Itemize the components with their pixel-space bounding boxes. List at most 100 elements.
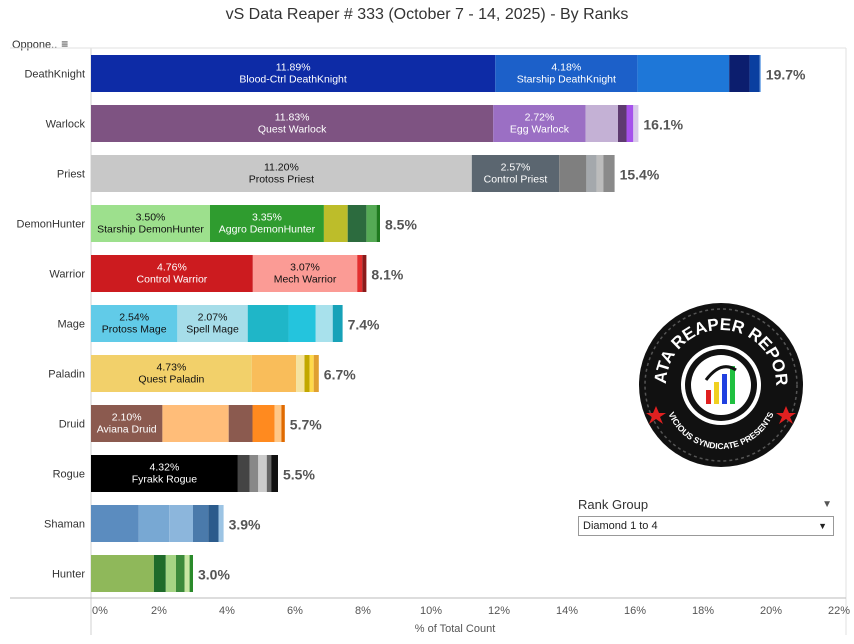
- filter-menu-caret-icon[interactable]: ▼: [822, 499, 832, 510]
- bar-segment[interactable]: [162, 405, 229, 442]
- segment-value-label: 2.57%: [501, 162, 531, 174]
- segment-value-label: 2.07%: [198, 312, 228, 324]
- class-label: Warrior: [49, 269, 85, 281]
- bar-segment[interactable]: [362, 255, 367, 292]
- class-label: DeathKnight: [24, 69, 85, 81]
- bar-segment[interactable]: [91, 205, 210, 242]
- segment-archetype-label: Aviana Druid: [97, 424, 157, 436]
- class-total-label: 8.5%: [385, 217, 417, 233]
- class-total-label: 19.7%: [766, 67, 806, 83]
- bar-segment[interactable]: [626, 105, 634, 142]
- class-total-label: 15.4%: [620, 167, 660, 183]
- bar-segment[interactable]: [165, 555, 176, 592]
- bar-segment[interactable]: [637, 55, 730, 92]
- bar-segment[interactable]: [91, 55, 496, 92]
- bar-segment[interactable]: [749, 55, 760, 92]
- class-label: Warlock: [46, 119, 86, 131]
- bar-segment[interactable]: [347, 205, 367, 242]
- bar-segment[interactable]: [274, 405, 282, 442]
- bar-segment[interactable]: [247, 305, 289, 342]
- x-tick-label: 22%: [828, 605, 850, 617]
- bar-segment[interactable]: [585, 105, 618, 142]
- bar-segment[interactable]: [759, 55, 761, 92]
- bar-segment[interactable]: [258, 455, 267, 492]
- segment-value-label: 2.54%: [119, 312, 149, 324]
- bar-segment[interactable]: [266, 455, 272, 492]
- bar-segment[interactable]: [252, 255, 358, 292]
- segment-archetype-label: Blood-Ctrl DeathKnight: [239, 74, 346, 86]
- bar-segment[interactable]: [184, 555, 190, 592]
- x-tick-label: 0%: [92, 605, 108, 617]
- class-label: DemonHunter: [17, 219, 86, 231]
- class-label: Priest: [57, 169, 85, 181]
- chart-title: vS Data Reaper # 333 (October 7 - 14, 20…: [225, 6, 629, 23]
- x-tick-label: 4%: [219, 605, 235, 617]
- bar-segment[interactable]: [603, 155, 615, 192]
- bar-segment[interactable]: [493, 105, 586, 142]
- bar-segment[interactable]: [252, 405, 275, 442]
- bar-segment[interactable]: [91, 155, 472, 192]
- bar-segment[interactable]: [332, 305, 343, 342]
- bar-segment[interactable]: [218, 505, 224, 542]
- bar-segment[interactable]: [91, 105, 494, 142]
- bar-segment[interactable]: [323, 205, 348, 242]
- bar-segment[interactable]: [169, 505, 193, 542]
- class-total-label: 3.0%: [198, 567, 230, 583]
- bar-segment[interactable]: [228, 405, 253, 442]
- bar-segment[interactable]: [208, 505, 219, 542]
- bar-segment[interactable]: [366, 205, 377, 242]
- bar-segment[interactable]: [176, 555, 185, 592]
- x-tick-label: 16%: [624, 605, 646, 617]
- bar-segment[interactable]: [91, 505, 139, 542]
- bar-segment[interactable]: [271, 455, 278, 492]
- bar-segment[interactable]: [91, 305, 178, 342]
- bar-segment[interactable]: [153, 555, 166, 592]
- bar-segment[interactable]: [304, 355, 310, 392]
- bar-segment[interactable]: [91, 455, 238, 492]
- bar-segment[interactable]: [251, 355, 297, 392]
- bar-segment[interactable]: [281, 405, 285, 442]
- segment-archetype-label: Egg Warlock: [510, 124, 570, 136]
- bar-segment[interactable]: [559, 155, 587, 192]
- bar-segment[interactable]: [586, 155, 597, 192]
- class-label: Hunter: [52, 569, 85, 581]
- bar-segment[interactable]: [249, 455, 259, 492]
- x-tick-label: 2%: [151, 605, 167, 617]
- rank-group-label: Rank Group: [578, 497, 649, 512]
- bar-segment[interactable]: [210, 205, 324, 242]
- bar-segment[interactable]: [376, 205, 380, 242]
- bar-segment[interactable]: [495, 55, 638, 92]
- bar-segment[interactable]: [618, 105, 627, 142]
- bar-segment[interactable]: [91, 405, 163, 442]
- bar-segment[interactable]: [596, 155, 604, 192]
- x-tick-label: 6%: [287, 605, 303, 617]
- segment-archetype-label: Control Warrior: [137, 274, 208, 286]
- bar-segment[interactable]: [315, 305, 333, 342]
- bar-segment[interactable]: [296, 355, 305, 392]
- sort-icon[interactable]: ≡: [61, 37, 69, 51]
- bar-segment[interactable]: [357, 255, 363, 292]
- bar-segment[interactable]: [471, 155, 560, 192]
- bar-segment[interactable]: [91, 355, 252, 392]
- bar-segment[interactable]: [288, 305, 316, 342]
- segment-value-label: 3.07%: [290, 262, 320, 274]
- class-total-label: 3.9%: [229, 517, 261, 533]
- bar-segment[interactable]: [313, 355, 319, 392]
- class-label: Rogue: [53, 469, 85, 481]
- bar-segment[interactable]: [138, 505, 170, 542]
- segment-archetype-label: Starship DeathKnight: [517, 74, 616, 86]
- bar-segment[interactable]: [309, 355, 314, 392]
- segment-archetype-label: Quest Paladin: [138, 374, 204, 386]
- bar-segment[interactable]: [189, 555, 193, 592]
- class-label: Shaman: [44, 519, 85, 531]
- bar-segment[interactable]: [193, 505, 209, 542]
- bar-segment[interactable]: [91, 555, 154, 592]
- rank-group-dropdown[interactable]: Diamond 1 to 4 ▼: [578, 516, 834, 536]
- bar-segment[interactable]: [633, 105, 639, 142]
- bar-segment[interactable]: [177, 305, 248, 342]
- bar-segment[interactable]: [91, 255, 253, 292]
- data-reaper-report-logo: DATA REAPER REPORT VICIOUS SYNDICATE PRE…: [636, 300, 803, 467]
- class-label: Druid: [59, 419, 85, 431]
- bar-segment[interactable]: [729, 55, 750, 92]
- bar-segment[interactable]: [237, 455, 250, 492]
